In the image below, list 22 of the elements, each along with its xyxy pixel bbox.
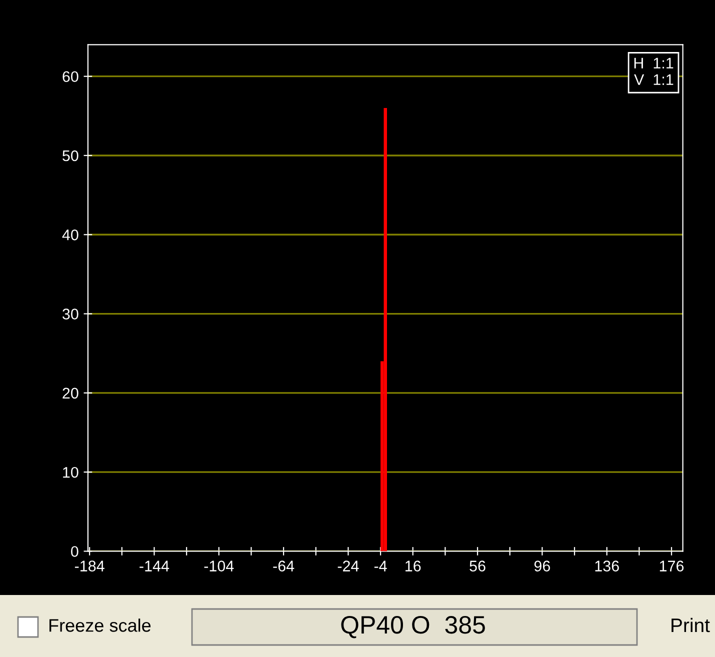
x-tick-label: -144 [140, 560, 170, 572]
x-tick-label: 96 [534, 560, 550, 572]
annotation: H 1:1 V 1:1 [634, 58, 674, 85]
y-tick-label: 0 [71, 546, 78, 557]
y-tick-label: 10 [63, 466, 78, 478]
x-tick-label: 176 [660, 560, 684, 572]
x-tick-label: 16 [406, 560, 421, 572]
x-tick-label: 56 [470, 560, 486, 572]
y-tick-label: 40 [62, 230, 78, 240]
x-tick-label: -24 [338, 560, 359, 572]
x-tick-label: -64 [273, 560, 294, 572]
x-tick-label: -104 [204, 560, 234, 572]
y-tick-label: 60 [62, 71, 78, 82]
y-tick-label: 30 [62, 308, 78, 320]
x-tick-label: -184 [74, 560, 104, 572]
x-tick-label: 136 [595, 560, 619, 572]
x-tick-label: -4 [374, 560, 387, 572]
text: Print [672, 618, 710, 632]
text: Freeze scale [49, 618, 151, 632]
y-tick-label: 20 [62, 388, 78, 399]
y-tick-label: 50 [62, 150, 78, 162]
text: QP40 O 385 [341, 616, 485, 638]
